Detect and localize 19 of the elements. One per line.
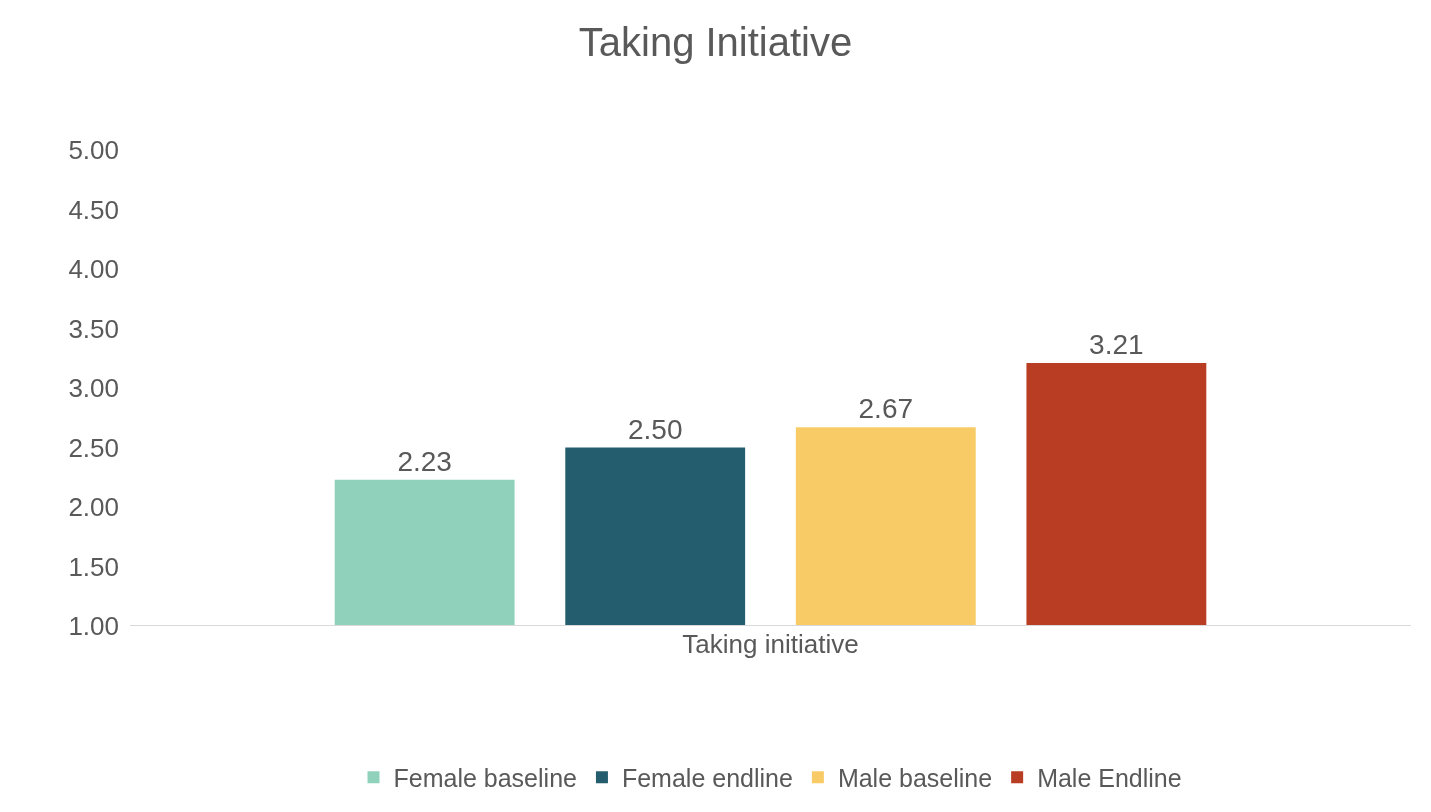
y-tick-label: 1.00 bbox=[68, 611, 119, 642]
y-tick-label: 4.50 bbox=[68, 194, 119, 225]
y-tick-label: 1.50 bbox=[68, 551, 119, 582]
y-tick-label: 5.00 bbox=[68, 135, 119, 166]
y-tick-label: 3.00 bbox=[68, 373, 119, 404]
data-label: 3.21 bbox=[1089, 329, 1144, 361]
legend-label: Male Endline bbox=[1037, 764, 1182, 793]
y-tick-label: 2.50 bbox=[68, 432, 119, 463]
y-tick-label: 2.00 bbox=[68, 492, 119, 523]
legend-label: Female endline bbox=[621, 764, 793, 793]
y-tick-label: 3.50 bbox=[68, 313, 119, 344]
data-label: 2.67 bbox=[858, 393, 914, 425]
y-tick-label: 4.00 bbox=[68, 254, 119, 285]
x-tick-label: Taking initiative bbox=[682, 629, 859, 659]
chart-title: Taking Initiative bbox=[578, 20, 853, 65]
legend-label: Female baseline bbox=[393, 764, 577, 793]
data-label: 2.23 bbox=[397, 445, 452, 477]
data-label: 2.50 bbox=[627, 413, 683, 445]
legend-label: Male baseline bbox=[837, 764, 993, 793]
